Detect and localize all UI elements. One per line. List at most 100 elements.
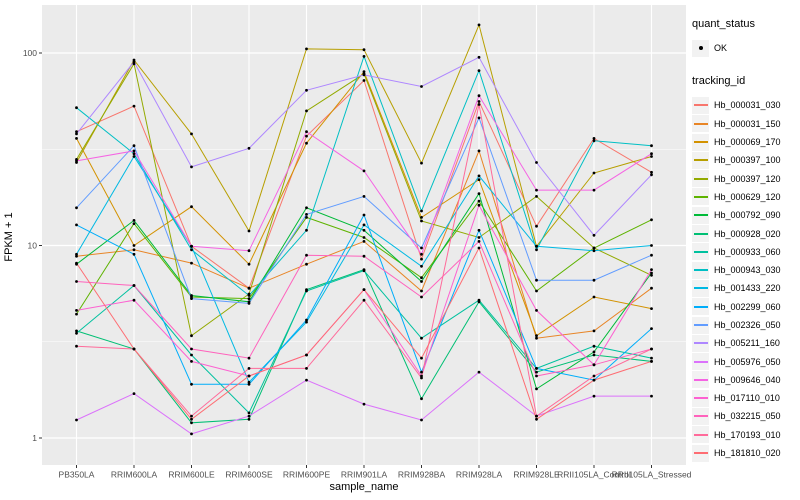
data-point (650, 356, 653, 360)
data-point (477, 23, 481, 27)
y-tick-label: 10 (28, 241, 38, 251)
data-point (420, 209, 423, 213)
data-point (362, 228, 366, 232)
legend-item: Hb_000629_120 (692, 188, 798, 206)
data-point (420, 336, 423, 340)
x-tick-label: RRIM928LA (456, 470, 503, 480)
legend-item: Hb_170193_010 (692, 426, 798, 444)
data-point (420, 289, 423, 293)
data-point (477, 199, 481, 203)
data-point (535, 336, 538, 340)
y-axis-title: FPKM + 1 (3, 212, 15, 261)
legend-item: Hb_000069_170 (692, 133, 798, 151)
legend-item-label: Hb_000069_170 (714, 137, 781, 148)
data-point (362, 79, 366, 82)
legend-key-box (692, 261, 709, 279)
data-point (362, 236, 366, 239)
data-point (132, 104, 136, 108)
data-point (247, 367, 251, 370)
legend-item: Hb_000031_030 (692, 96, 798, 114)
legend-key-box (692, 444, 709, 462)
data-point (650, 273, 653, 277)
data-point (420, 219, 423, 223)
data-point (190, 297, 193, 300)
data-point (247, 382, 251, 386)
data-point (132, 248, 136, 252)
legend-item-label: OK (714, 43, 728, 54)
data-point (305, 262, 308, 266)
data-point (362, 254, 366, 258)
data-point (535, 289, 538, 293)
data-point (362, 223, 366, 227)
legend-key-box (692, 96, 709, 114)
legend-item: Hb_005211_160 (692, 334, 798, 352)
data-point (420, 280, 423, 283)
data-point (592, 378, 596, 382)
legend-title-tracking-id: tracking_id (692, 75, 746, 88)
data-point (305, 216, 308, 219)
legend-key-box (692, 206, 709, 224)
data-point (420, 295, 423, 299)
data-point (190, 261, 193, 265)
data-point (305, 206, 308, 210)
legend-item: Hb_005976_050 (692, 352, 798, 371)
data-point (190, 294, 193, 297)
legend-key-box (692, 170, 709, 188)
legend-item-label: Hb_000629_120 (714, 191, 781, 202)
legend-item-label: Hb_032215_050 (714, 411, 781, 422)
data-point (305, 378, 308, 382)
data-point (535, 414, 538, 418)
data-point (132, 392, 136, 395)
point-icon (698, 46, 703, 51)
data-point (650, 327, 653, 330)
data-point (535, 248, 538, 252)
data-point (305, 141, 308, 145)
data-point (132, 252, 136, 256)
data-point (650, 170, 653, 174)
data-point (247, 411, 251, 415)
data-point (75, 137, 78, 140)
data-point (362, 269, 366, 273)
data-point (420, 161, 423, 165)
legend-item-label: Hb_001433_220 (714, 283, 781, 294)
data-point (190, 334, 193, 338)
data-point (362, 195, 366, 198)
legend-item: Hb_181810_020 (692, 444, 798, 462)
data-point (592, 233, 596, 237)
data-point (592, 374, 596, 378)
legend-item-label: Hb_000397_100 (714, 155, 781, 166)
series-line-icon (693, 141, 708, 144)
data-point (75, 280, 78, 283)
data-point (362, 288, 366, 291)
data-point (247, 380, 251, 384)
data-point (132, 60, 136, 64)
data-point (247, 146, 251, 150)
data-point (477, 236, 481, 239)
data-point (75, 418, 78, 422)
data-point (362, 70, 366, 74)
x-tick-label: RRIM901LA (341, 470, 388, 480)
data-point (305, 130, 308, 134)
x-tick-label: RRII105LA_Control (557, 470, 631, 480)
data-point (592, 394, 596, 398)
data-point (477, 203, 481, 207)
data-point (75, 159, 78, 163)
data-point (535, 374, 538, 378)
data-point (75, 130, 78, 134)
data-point (132, 222, 136, 226)
legend-key-box (692, 151, 709, 169)
legend-key-box (692, 225, 709, 243)
data-point (420, 85, 423, 88)
legend-key-box (692, 353, 709, 371)
data-point (132, 155, 136, 158)
data-point (420, 216, 423, 219)
data-point (305, 353, 308, 357)
data-point (132, 347, 136, 351)
data-point (247, 297, 251, 300)
series-line-icon (693, 452, 708, 455)
data-point (75, 329, 78, 333)
data-point (75, 331, 78, 335)
legend-key-box (692, 133, 709, 151)
legend-title-quant-status: quant_status (692, 18, 755, 30)
legend-item: Hb_032215_050 (692, 407, 798, 425)
